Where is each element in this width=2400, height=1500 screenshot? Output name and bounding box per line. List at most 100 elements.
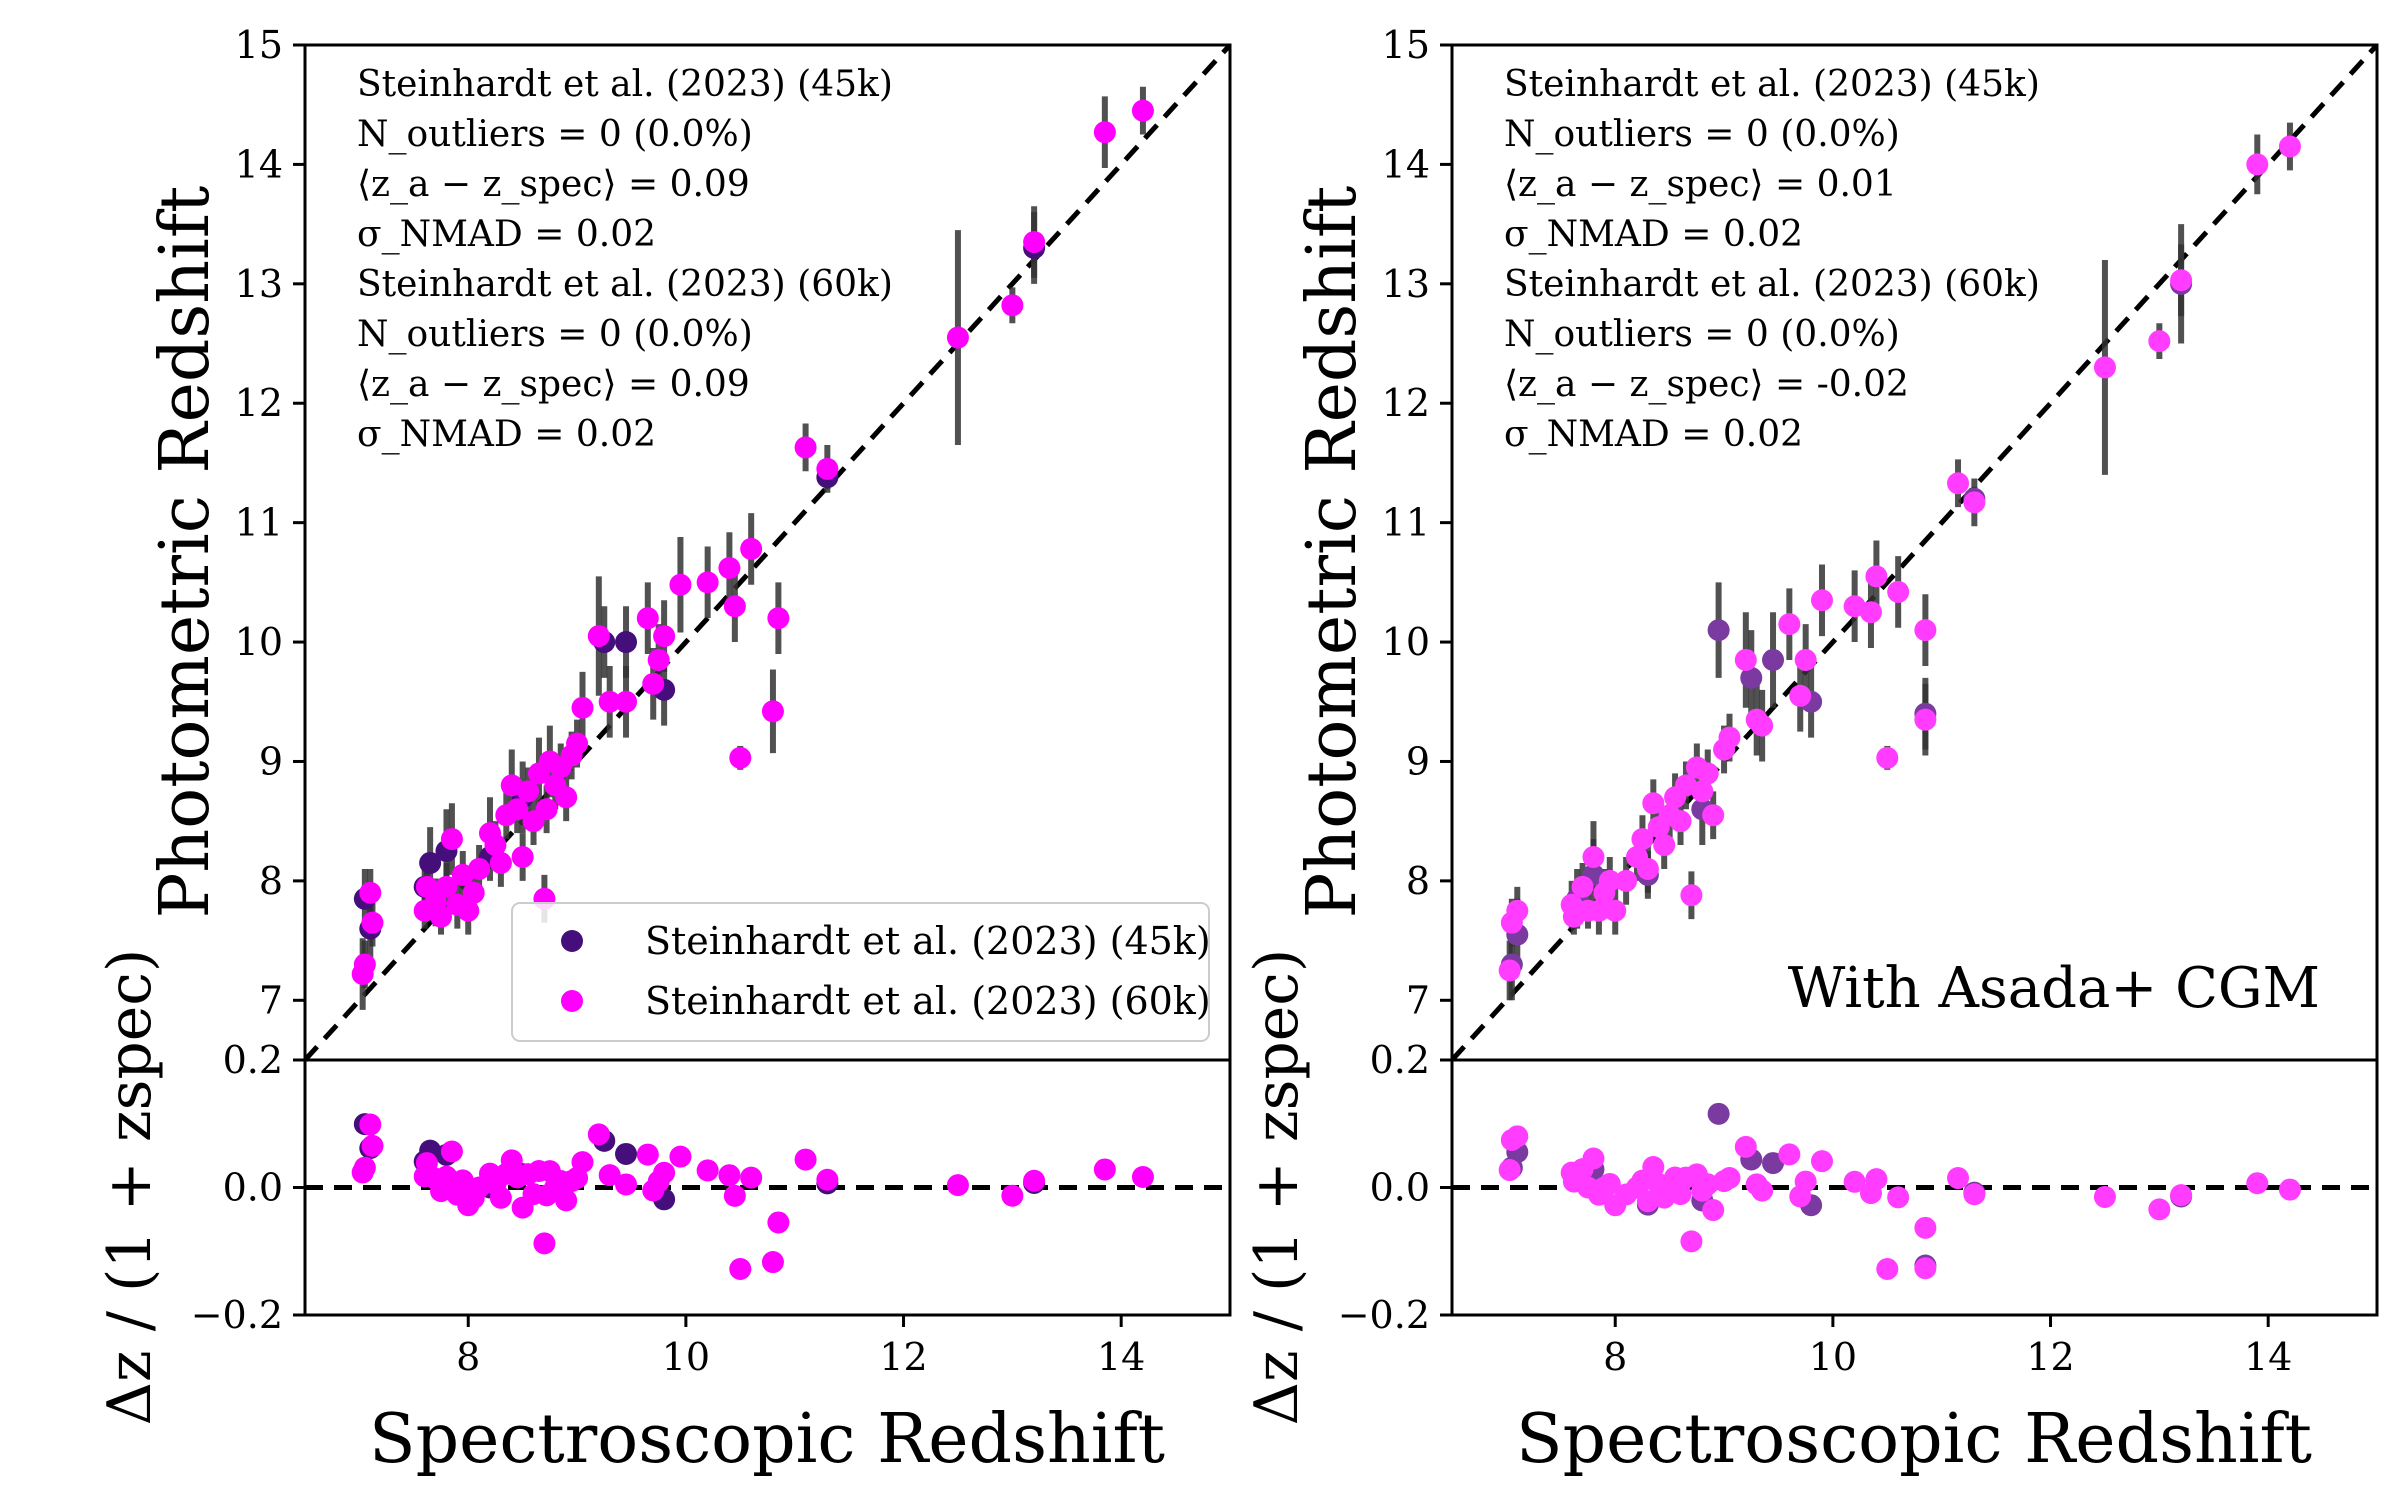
- residual-point: [2170, 1184, 2193, 1207]
- data-point: [457, 899, 480, 922]
- data-point: [484, 834, 507, 857]
- right-xlabel: Spectroscopic Redshift: [1516, 1400, 2312, 1479]
- data-point: [696, 571, 719, 594]
- right-stats-0-bias: ⟨z_a − z_spec⟩ = 0.01: [1504, 164, 1897, 205]
- data-point: [1914, 708, 1937, 731]
- residual-point: [1734, 1135, 1757, 1158]
- residual-point: [2093, 1185, 2116, 1208]
- one-to-one-line: [1452, 45, 2377, 1060]
- residual-point: [1506, 1125, 1529, 1148]
- data-point: [816, 457, 839, 480]
- residual-point: [1914, 1216, 1937, 1239]
- data-point: [1653, 834, 1676, 857]
- left-stats-1-bias: ⟨z_a − z_spec⟩ = 0.09: [357, 364, 750, 405]
- data-point: [430, 905, 453, 928]
- data-point: [1615, 869, 1638, 892]
- left-stats-0-nmad: σ_NMAD = 0.02: [357, 214, 656, 255]
- data-point: [435, 875, 458, 898]
- residual-point: [723, 1184, 746, 1207]
- residual-point: [533, 1232, 556, 1255]
- data-point: [1691, 780, 1714, 803]
- y-tick-label: 10: [235, 620, 283, 664]
- data-point: [1859, 601, 1882, 624]
- y-tick-label: 9: [259, 739, 283, 783]
- data-point: [1680, 884, 1703, 907]
- data-point: [1631, 828, 1654, 851]
- residual-point: [2148, 1198, 2171, 1221]
- y-tick-label: 8: [259, 859, 283, 903]
- data-point: [506, 798, 529, 821]
- left-stats-block: Steinhardt et al. (2023) (45k) N_outlier…: [357, 64, 893, 455]
- data-point: [1598, 869, 1621, 892]
- data-point: [2093, 356, 2116, 379]
- residual-point: [353, 1156, 376, 1179]
- right-stats-0-nmad: σ_NMAD = 0.02: [1504, 214, 1803, 255]
- data-point: [761, 700, 784, 723]
- data-point: [642, 672, 665, 695]
- right-ylabel: Photometric Redshift: [1293, 186, 1372, 919]
- data-point: [419, 851, 442, 874]
- data-point: [598, 690, 621, 713]
- residual-point: [440, 1140, 463, 1163]
- data-point: [1642, 792, 1665, 815]
- residual-point: [555, 1189, 578, 1212]
- data-point: [1876, 746, 1899, 769]
- residual-point: [1707, 1102, 1730, 1125]
- x-tick-label: 10: [662, 1335, 710, 1379]
- left-legend: Steinhardt et al. (2023) (45k) Steinhard…: [511, 902, 1211, 1042]
- data-point: [1794, 648, 1817, 671]
- data-point: [1498, 959, 1521, 982]
- data-point: [1751, 714, 1774, 737]
- residual-point: [2246, 1172, 2269, 1195]
- data-point: [1963, 491, 1986, 514]
- data-point: [1636, 857, 1659, 880]
- data-point: [1707, 619, 1730, 642]
- y-tick-label: 14: [1382, 142, 1430, 186]
- y-tick-label: 8: [1406, 859, 1430, 903]
- data-point: [1696, 762, 1719, 785]
- residual-point: [1702, 1199, 1725, 1222]
- residual-point: [1762, 1152, 1785, 1175]
- y-tick-label: 11: [235, 501, 283, 545]
- y-tick-label: 9: [1406, 739, 1430, 783]
- data-point: [1093, 121, 1116, 144]
- residual-point: [696, 1159, 719, 1182]
- residual-point: [1582, 1147, 1605, 1170]
- data-point: [440, 828, 463, 851]
- legend-marker-45k: [561, 930, 583, 952]
- data-point: [740, 537, 763, 560]
- one-to-one-line: [305, 45, 1230, 1060]
- residual-point: [1023, 1169, 1046, 1192]
- residual-point: [1093, 1158, 1116, 1181]
- residual-point: [1669, 1183, 1692, 1206]
- residual-point: [669, 1145, 692, 1168]
- data-point: [1718, 726, 1741, 749]
- data-point: [1506, 899, 1529, 922]
- right-stats-1-nmad: σ_NMAD = 0.02: [1504, 414, 1803, 455]
- data-point: [1789, 684, 1812, 707]
- residual-point: [1131, 1166, 1154, 1189]
- data-point: [2246, 153, 2269, 176]
- legend-box: [511, 902, 1210, 1042]
- data-point: [2170, 269, 2193, 292]
- data-point: [1762, 648, 1785, 671]
- residual-point: [946, 1174, 969, 1197]
- right-residual-marks: [1452, 1102, 2377, 1280]
- residual-point: [489, 1186, 512, 1209]
- legend-label-60k: Steinhardt et al. (2023) (60k): [645, 979, 1211, 1023]
- data-point: [489, 851, 512, 874]
- data-point: [653, 625, 676, 648]
- data-point: [946, 326, 969, 349]
- panel-right: 8 10 12 14 7 8 9 10 11 12 13 14 15 0.2 0.0 −0.2 Photome…: [1242, 23, 2379, 1479]
- data-point: [669, 573, 692, 596]
- data-point: [555, 786, 578, 809]
- data-point: [1582, 846, 1605, 868]
- residual-point: [1876, 1257, 1899, 1280]
- residual-point: [598, 1164, 621, 1187]
- residual-point: [359, 1113, 382, 1136]
- data-point: [647, 648, 670, 671]
- y-tick-label: 7: [1406, 978, 1430, 1022]
- left-resid-ylabel: Δz / (1 + zspec): [95, 949, 165, 1426]
- residual-point: [1794, 1170, 1817, 1193]
